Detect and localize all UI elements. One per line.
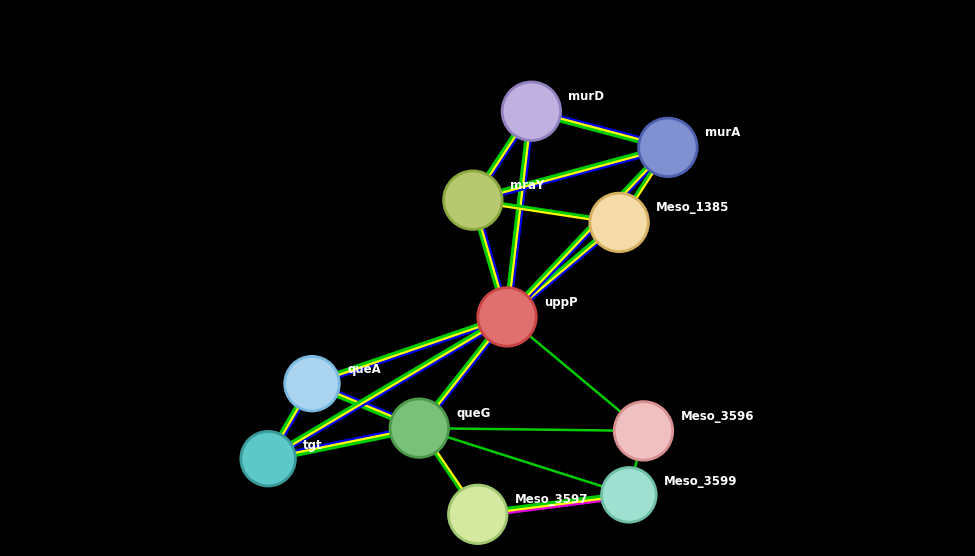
Ellipse shape bbox=[478, 287, 536, 346]
Ellipse shape bbox=[590, 193, 648, 252]
Ellipse shape bbox=[285, 356, 339, 411]
Text: uppP: uppP bbox=[544, 296, 577, 309]
Text: murA: murA bbox=[705, 126, 740, 139]
Text: queA: queA bbox=[347, 364, 381, 376]
Ellipse shape bbox=[502, 82, 561, 141]
Ellipse shape bbox=[614, 401, 673, 460]
Text: mraY: mraY bbox=[510, 179, 544, 192]
Ellipse shape bbox=[602, 468, 656, 522]
Text: Meso_3597: Meso_3597 bbox=[515, 493, 588, 506]
Ellipse shape bbox=[448, 485, 507, 544]
Text: Meso_1385: Meso_1385 bbox=[656, 201, 729, 214]
Ellipse shape bbox=[390, 399, 448, 458]
Text: queG: queG bbox=[456, 407, 490, 420]
Text: Meso_3599: Meso_3599 bbox=[664, 475, 737, 488]
Ellipse shape bbox=[241, 431, 295, 486]
Text: Meso_3596: Meso_3596 bbox=[681, 410, 754, 423]
Ellipse shape bbox=[444, 171, 502, 230]
Text: tgt: tgt bbox=[303, 439, 323, 451]
Text: murD: murD bbox=[568, 90, 604, 103]
Ellipse shape bbox=[639, 118, 697, 177]
